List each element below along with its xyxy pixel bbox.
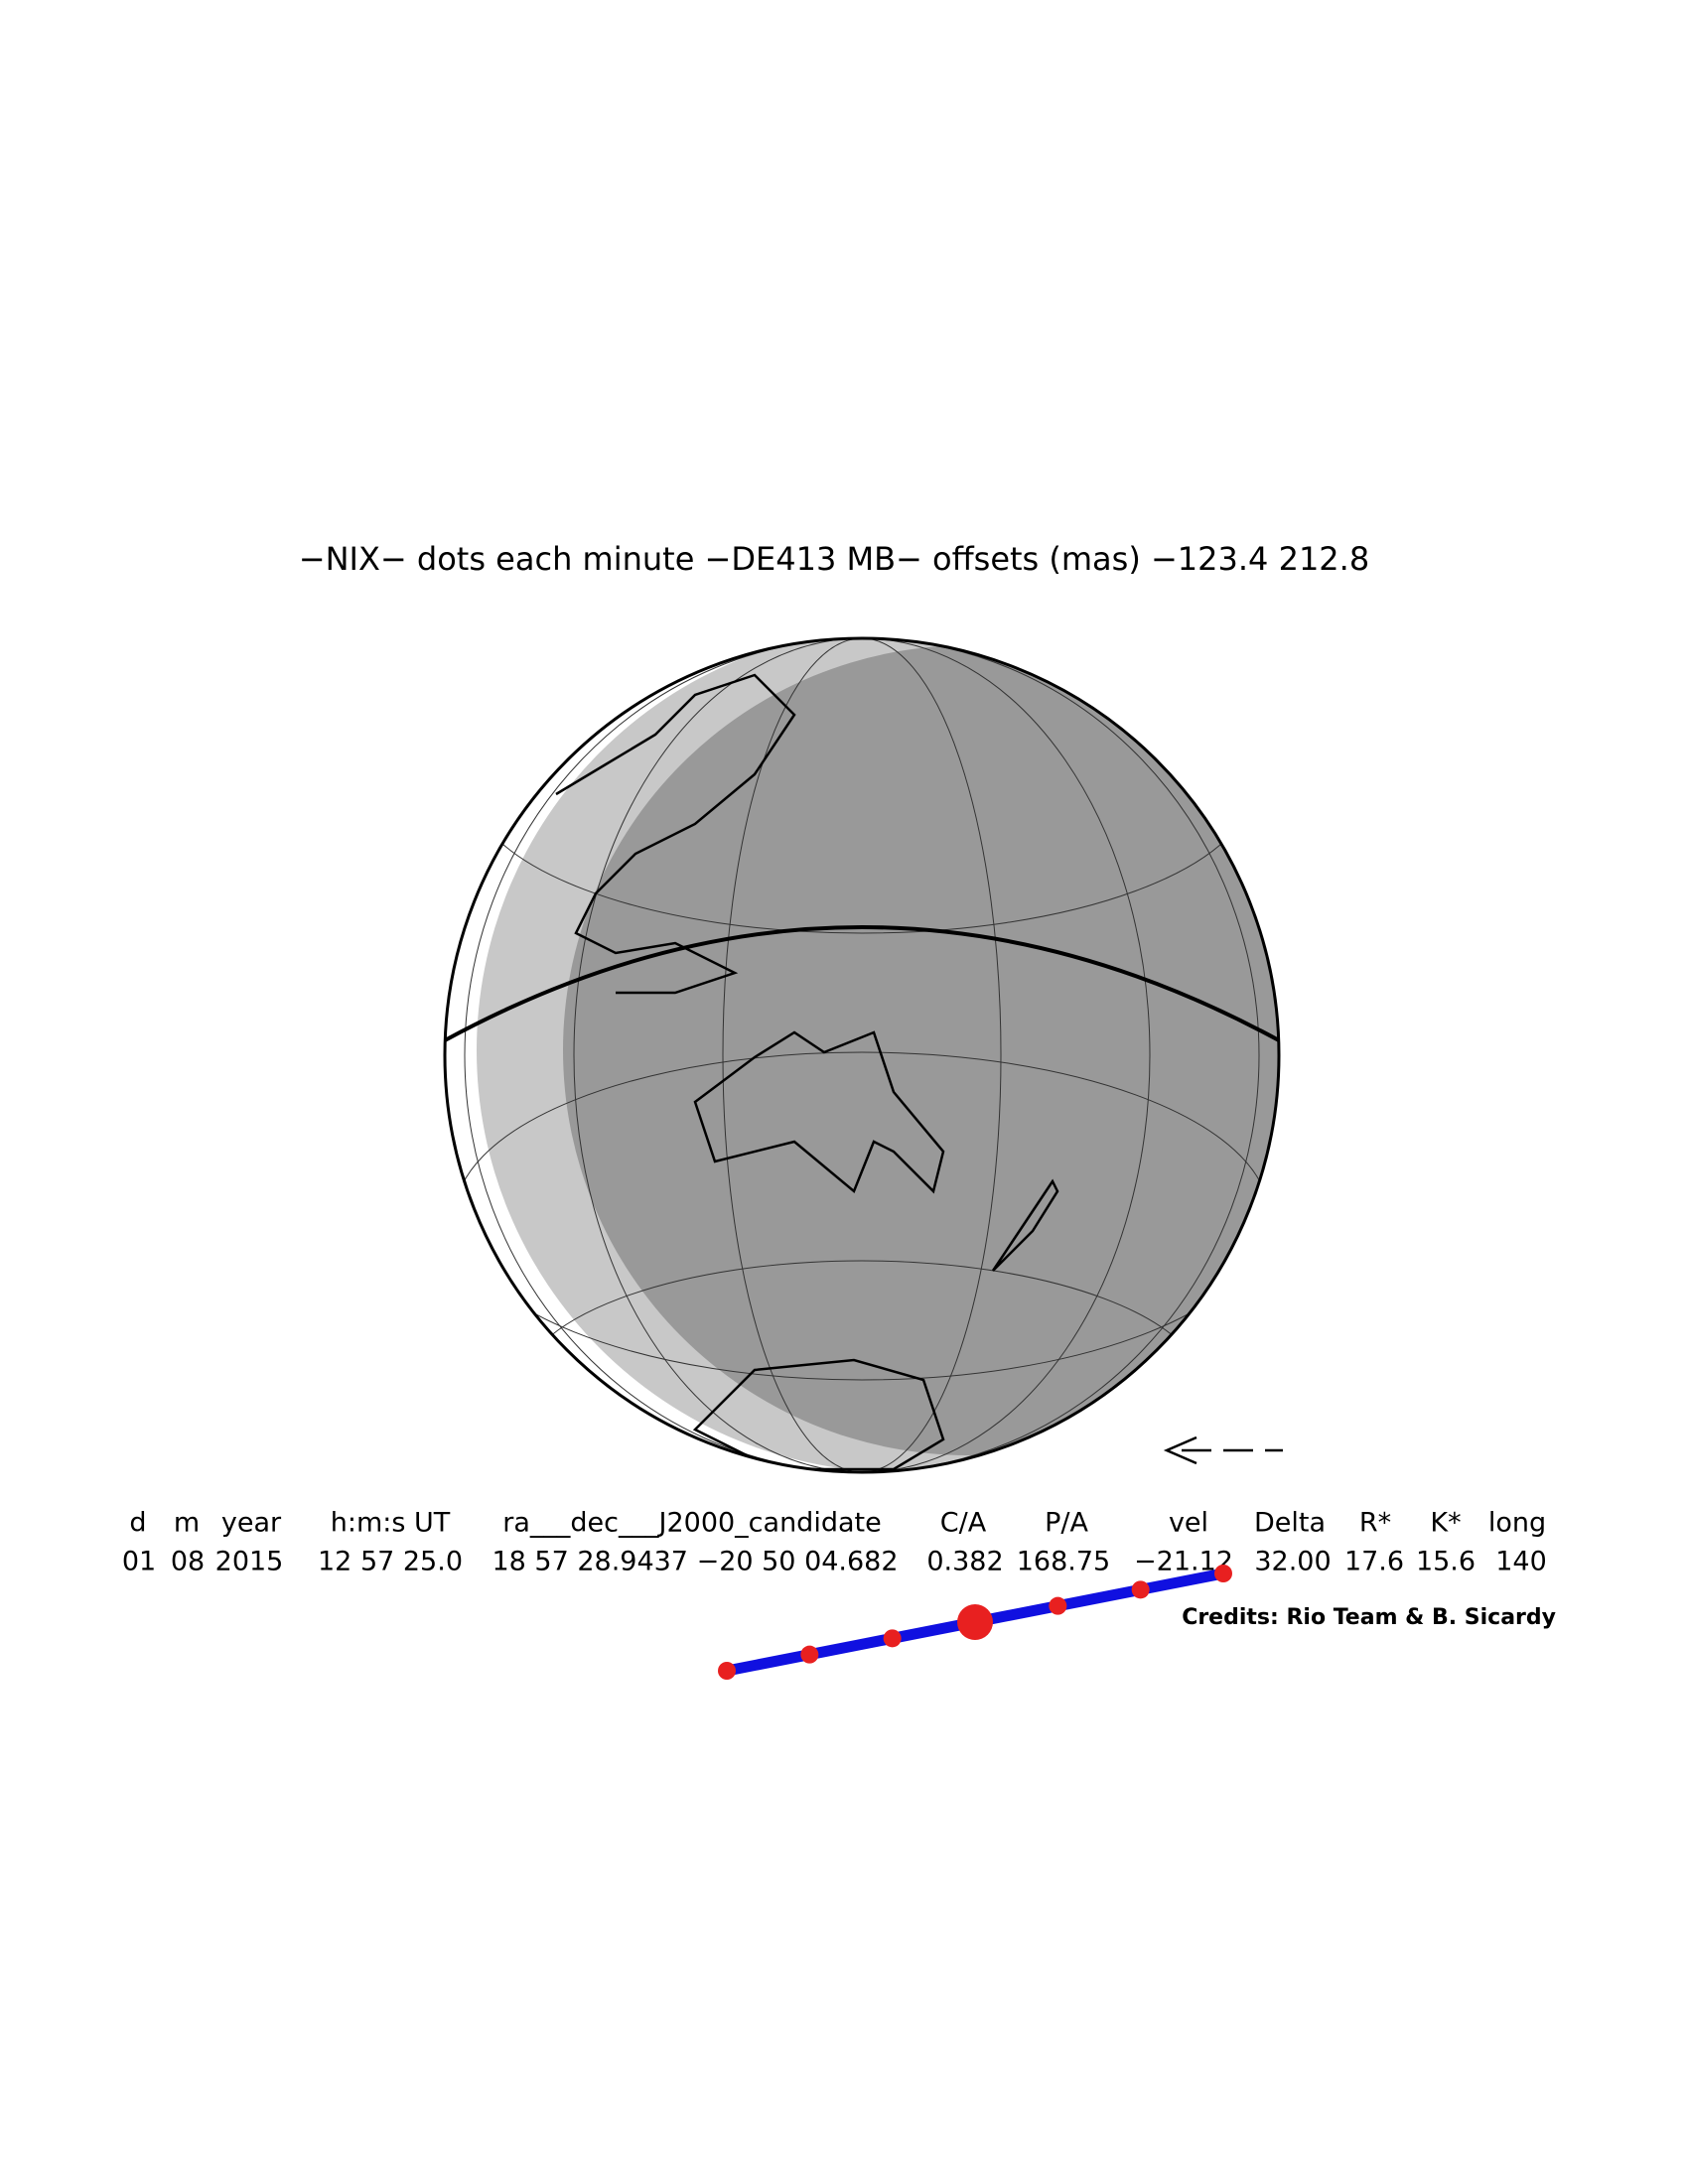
title: −NIX− dots each minute −DE413 MB− offset… (299, 540, 1369, 578)
minute-dot (883, 1629, 902, 1648)
column-value: 08 (171, 1547, 205, 1577)
column-header: year (221, 1508, 282, 1539)
globe (443, 636, 1281, 1474)
column-value: 17.6 (1344, 1547, 1404, 1577)
minute-dot (1049, 1596, 1067, 1615)
direction-arrow (1163, 1435, 1283, 1465)
column-header: C/A (940, 1508, 987, 1539)
column-value: 18 57 28.9437 −20 50 04.682 (492, 1547, 898, 1577)
column-value: 0.382 (926, 1547, 1003, 1577)
minute-dot (1131, 1580, 1150, 1599)
new-zealand (991, 1178, 1059, 1272)
minute-dot (718, 1662, 736, 1680)
column-value: 140 (1495, 1547, 1547, 1577)
column-header: ra___dec___J2000_candidate (502, 1508, 881, 1539)
column-header: P/A (1045, 1508, 1088, 1539)
minute-dot (1214, 1565, 1232, 1582)
column-value: 01 (122, 1547, 156, 1577)
australia (693, 1030, 945, 1194)
column-value: 12 57 25.0 (318, 1547, 463, 1577)
column-value: 32.00 (1254, 1547, 1331, 1577)
column-header: K* (1430, 1508, 1461, 1539)
column-header: long (1488, 1508, 1546, 1539)
column-header: Delta (1254, 1508, 1326, 1539)
column-value: 2015 (215, 1547, 284, 1577)
column-header: R* (1359, 1508, 1391, 1539)
closest-approach-dot (957, 1604, 993, 1640)
credits: Credits: Rio Team & B. Sicardy (1182, 1605, 1556, 1630)
column-header: m (174, 1508, 200, 1539)
shadow-path (718, 1565, 1232, 1680)
equator (445, 925, 1279, 1042)
globe-outline (443, 636, 1281, 1474)
column-header: vel (1169, 1508, 1208, 1539)
table: d m year h:m:s UT ra___dec___J2000_candidate… (122, 1508, 1547, 1577)
column-value: 15.6 (1416, 1547, 1476, 1577)
minute-dot (800, 1645, 819, 1664)
column-value: 168.75 (1017, 1547, 1110, 1577)
column-header: h:m:s UT (331, 1508, 451, 1539)
shadow (563, 645, 1279, 1455)
asia-coast (555, 673, 796, 995)
column-header: d (129, 1508, 146, 1539)
